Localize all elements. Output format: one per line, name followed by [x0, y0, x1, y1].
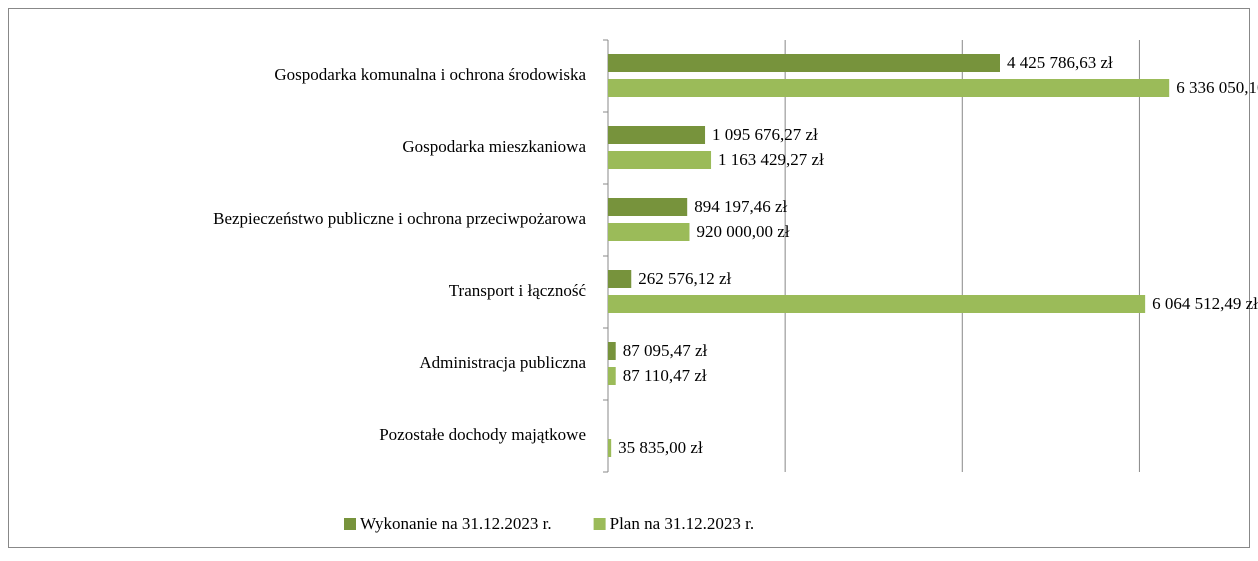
data-label: 4 425 786,63 zł — [1007, 53, 1113, 72]
data-label: 1 163 429,27 zł — [718, 150, 824, 169]
legend-swatch — [593, 518, 606, 530]
bar — [608, 367, 616, 385]
legend: Wykonanie na 31.12.2023 r. Plan na 31.12.… — [344, 514, 754, 533]
data-label: 6 064 512,49 zł — [1152, 294, 1258, 313]
bar — [608, 223, 690, 241]
bar — [608, 126, 706, 144]
bar — [608, 342, 616, 360]
bar — [608, 439, 612, 457]
bar — [608, 151, 712, 169]
bar — [608, 270, 632, 288]
category-label: Pozostałe dochody majątkowe — [379, 425, 586, 444]
data-label: 894 197,46 zł — [694, 197, 787, 216]
legend-swatch — [344, 518, 356, 530]
category-label: Gospodarka mieszkaniowa — [402, 137, 586, 156]
data-label: 87 110,47 zł — [623, 366, 707, 385]
data-label: 920 000,00 zł — [696, 222, 789, 241]
category-label: Transport i łączność — [449, 281, 587, 300]
category-label: Gospodarka komunalna i ochrona środowisk… — [274, 65, 586, 84]
category-label: Administracja publiczna — [419, 353, 586, 372]
data-label: 87 095,47 zł — [623, 341, 708, 360]
bar — [608, 295, 1146, 313]
data-label: 262 576,12 zł — [638, 269, 731, 288]
category-label: Bezpieczeństwo publiczne i ochrona przec… — [213, 209, 586, 228]
legend-label: Wykonanie na 31.12.2023 r. — [360, 514, 552, 533]
bar — [608, 198, 688, 216]
legend-label: Plan na 31.12.2023 r. — [610, 514, 755, 533]
data-label: 1 095 676,27 zł — [712, 125, 818, 144]
bar — [608, 54, 1000, 72]
data-label: 6 336 050,10 zł — [1176, 78, 1258, 97]
data-label: 35 835,00 zł — [618, 438, 703, 457]
bar — [608, 79, 1170, 97]
